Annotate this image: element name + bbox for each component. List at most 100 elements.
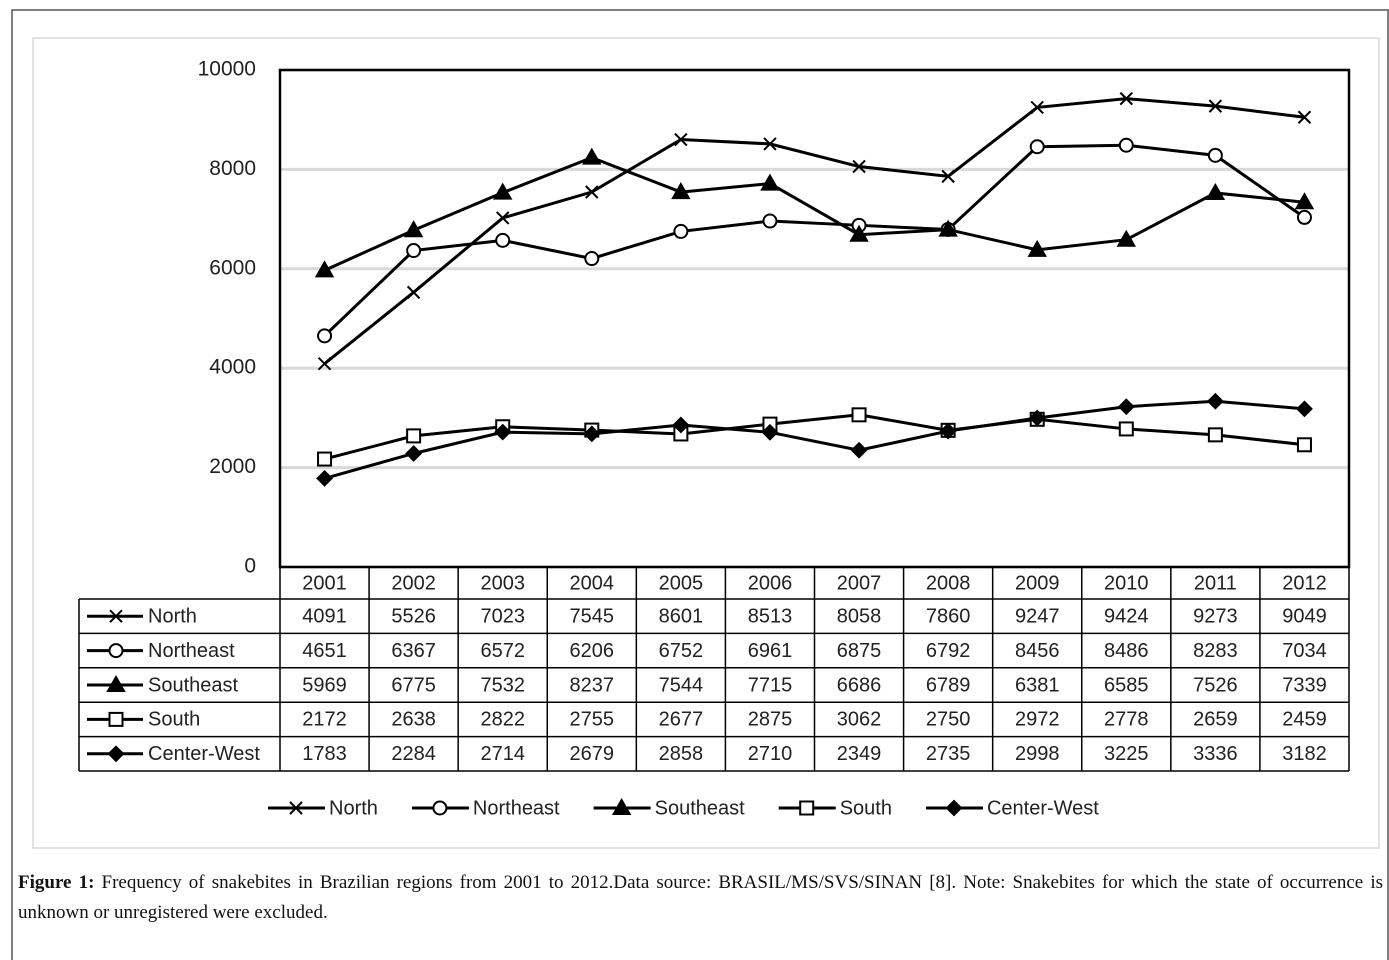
y-tick-label: 2000 [209, 455, 256, 478]
x-tick-label: 2010 [1104, 572, 1149, 594]
table-cell: 7023 [480, 605, 525, 627]
table-cell: 6961 [748, 640, 793, 662]
y-tick-label: 4000 [209, 356, 256, 379]
table-cell: 6792 [926, 640, 971, 662]
marker [852, 159, 866, 174]
table-cell: 7715 [748, 674, 793, 696]
marker [672, 416, 690, 434]
marker [1205, 182, 1226, 200]
table-cell: 4651 [302, 640, 347, 662]
table-cell: 8283 [1193, 640, 1238, 662]
table-cell: 3182 [1282, 743, 1327, 765]
table-cell: 2638 [391, 709, 436, 731]
marker [406, 243, 422, 259]
marker [1207, 427, 1223, 443]
marker [492, 182, 513, 200]
marker [799, 800, 815, 816]
table-cell: 2875 [748, 709, 793, 731]
caption-label: Figure 1: [18, 872, 95, 893]
x-tick-label: 2002 [391, 572, 436, 594]
marker [1028, 409, 1046, 427]
table-cell: 6752 [659, 640, 704, 662]
table-cell: 2172 [302, 709, 347, 731]
table-cell: 2858 [659, 743, 704, 765]
table-cell: 7339 [1282, 674, 1327, 696]
table-cell: 2822 [480, 709, 525, 731]
marker [405, 445, 423, 462]
table-cell: 2998 [1015, 743, 1060, 765]
table-cell: 6875 [837, 640, 882, 662]
table-cell: 7034 [1282, 640, 1327, 662]
marker [109, 609, 123, 623]
marker [1296, 437, 1312, 453]
marker [403, 220, 424, 238]
table-cell: 6572 [480, 640, 525, 662]
table-cell: 7526 [1193, 674, 1238, 696]
marker [106, 674, 126, 692]
marker [1029, 139, 1045, 155]
legend-label: North [329, 797, 378, 819]
table-cell: 9424 [1104, 605, 1149, 627]
marker [671, 182, 691, 200]
table-cell: 9247 [1015, 605, 1060, 627]
marker [1296, 209, 1312, 225]
table-cell: 8486 [1104, 640, 1149, 662]
table-row-label: Southeast [148, 674, 239, 696]
marker [849, 224, 869, 242]
table-cell: 2659 [1193, 709, 1238, 731]
marker [314, 260, 335, 278]
table-cell: 6789 [926, 674, 971, 696]
x-tick-label: 2004 [570, 572, 615, 594]
caption: Figure 1: Frequency of snakebites in Bra… [18, 868, 1383, 928]
series-line [323, 143, 1306, 337]
table-cell: 2284 [391, 743, 436, 765]
table-cell: 3225 [1104, 743, 1149, 765]
marker [674, 132, 688, 147]
marker [432, 800, 448, 816]
table-cell: 8456 [1015, 640, 1060, 662]
marker [1207, 147, 1223, 163]
x-tick-label: 2001 [302, 572, 347, 594]
table-cell: 2349 [837, 743, 882, 765]
x-tick-label: 2008 [926, 572, 971, 594]
marker [1118, 421, 1134, 437]
marker [850, 441, 868, 459]
marker [1119, 91, 1133, 106]
marker [1116, 229, 1137, 247]
table-cell: 6381 [1015, 674, 1060, 696]
marker [317, 328, 333, 344]
marker [763, 137, 777, 151]
y-tick-label: 0 [244, 555, 256, 578]
table-cell: 2972 [1015, 709, 1060, 731]
marker [761, 423, 779, 441]
marker [583, 425, 601, 443]
x-tick-label: 2011 [1194, 572, 1237, 594]
table-cell: 8513 [748, 605, 793, 627]
x-tick-label: 2003 [480, 572, 525, 594]
marker [584, 251, 600, 267]
table-cell: 2714 [480, 743, 525, 765]
table-cell: 2677 [659, 709, 704, 731]
table-cell: 7860 [926, 605, 971, 627]
table-cell: 9049 [1282, 605, 1327, 627]
x-tick-label: 2012 [1282, 572, 1327, 594]
table-cell: 7532 [480, 674, 525, 696]
table-cell: 8237 [570, 674, 615, 696]
table-row-label: Center-West [148, 743, 260, 765]
table-cell: 5969 [302, 674, 347, 696]
table-row-label: North [148, 605, 197, 627]
series-line [324, 399, 1305, 480]
table-cell: 9273 [1193, 605, 1238, 627]
table-cell: 2778 [1104, 709, 1149, 731]
table-cell: 2459 [1282, 709, 1327, 731]
table-cell: 6585 [1104, 674, 1149, 696]
table-cell: 2679 [570, 743, 615, 765]
marker [673, 223, 689, 239]
series-line [324, 413, 1305, 461]
legend-label: Southeast [655, 797, 746, 819]
marker [316, 469, 333, 487]
x-tick-label: 2006 [748, 572, 793, 594]
marker [406, 285, 421, 300]
marker [1294, 192, 1315, 210]
